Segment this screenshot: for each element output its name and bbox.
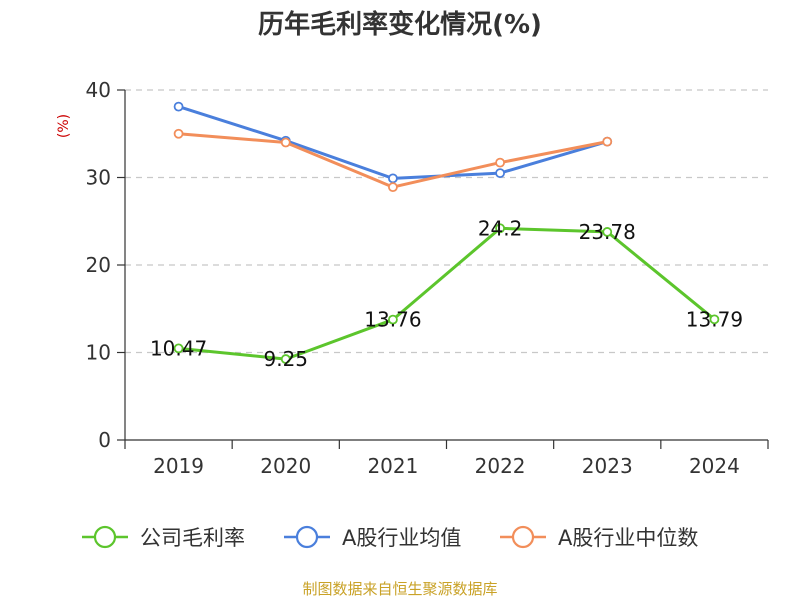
axes: 0 10 20 30 40 2019 2020 2021 2022 2023 2024 (%) [56, 78, 769, 478]
series-2-point-3 [495, 157, 505, 168]
series-0-point-0 [173, 343, 184, 354]
data-label-2022: 24.2 [478, 216, 523, 240]
y-tick-label-40: 40 [86, 78, 111, 102]
x-tick-label-2019: 2019 [153, 454, 204, 478]
series-2-point-0 [173, 128, 184, 139]
data-label-2020: 9.25 [263, 347, 308, 371]
legend-label-2: A股行业中位数 [558, 526, 698, 550]
data-label-2023: 23.78 [579, 220, 636, 244]
series-2-point-4 [602, 136, 613, 147]
legend-marker-0 [93, 525, 117, 549]
legend-marker-1 [295, 525, 319, 549]
series-line-1 [178, 105, 608, 180]
series-0-point-3 [495, 223, 505, 234]
series-1-point-3 [495, 168, 505, 179]
series-0-point-4 [602, 227, 613, 237]
x-tick-label-2020: 2020 [260, 454, 311, 478]
series-0-point-1 [280, 354, 291, 364]
x-tick-label-2022: 2022 [475, 454, 526, 478]
series-2-point-2 [388, 182, 398, 193]
series-1-point-2 [388, 173, 398, 184]
series-0-point-2 [388, 314, 398, 325]
legend-label-0: 公司毛利率 [140, 526, 245, 550]
y-tick-label-30: 30 [86, 166, 111, 190]
y-tick-label-0: 0 [98, 428, 111, 452]
x-tick-label-2023: 2023 [582, 454, 633, 478]
legend: 公司毛利率 A股行业均值 A股行业中位数 [82, 525, 698, 550]
series-line-0 [178, 226, 716, 361]
series-0-point-5 [709, 314, 720, 325]
y-tick-label-10: 10 [86, 341, 111, 365]
data-label-2019: 10.47 [150, 336, 207, 360]
data-label-2024: 13.79 [686, 307, 743, 331]
x-tick-label-2021: 2021 [367, 454, 418, 478]
series-lines [173, 101, 720, 364]
x-tick-label-2024: 2024 [689, 454, 740, 478]
data-labels: 10.47 9.25 13.76 24.2 23.78 13.79 [150, 216, 743, 371]
grid-lines [125, 89, 768, 354]
data-label-2021: 13.76 [364, 308, 421, 332]
series-2-point-1 [280, 137, 291, 148]
chart-title: 历年毛利率变化情况(%) [258, 10, 542, 40]
y-axis-unit-label: (%) [56, 114, 72, 138]
series-1-point-0 [173, 101, 184, 112]
source-note: 制图数据来自恒生聚源数据库 [302, 580, 498, 598]
legend-label-1: A股行业均值 [342, 526, 461, 550]
legend-marker-2 [511, 525, 535, 549]
y-tick-label-20: 20 [86, 253, 111, 277]
